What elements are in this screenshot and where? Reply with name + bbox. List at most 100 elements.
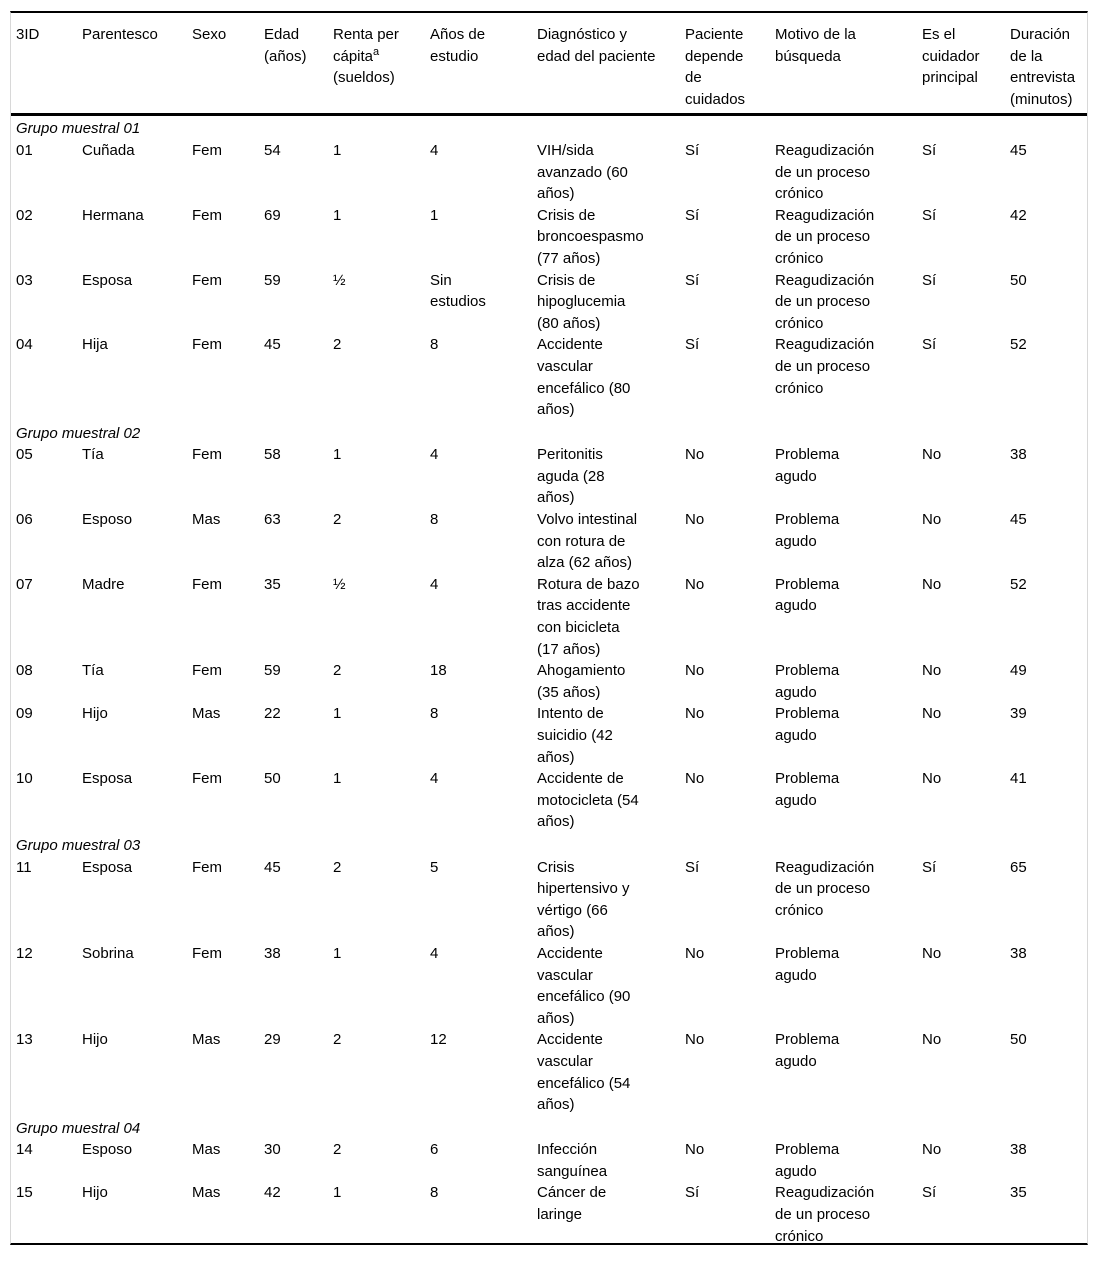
table-row: 05 Tía Fem 58 1 4 Peritonitis aguda (28 años) N… — [11, 444, 1087, 509]
table-cell: 08 — [16, 662, 33, 680]
table-cell: Accidente vascular encefálico (80 años) — [537, 336, 631, 419]
table-cell: 22 — [264, 705, 281, 723]
column-header: Sexo — [187, 13, 259, 117]
table-cell: Sí — [685, 858, 700, 876]
table-cell: Accidente vascular encefálico (90 años) — [537, 944, 631, 1027]
table-cell: No — [685, 511, 705, 529]
table-cell: No — [685, 705, 705, 723]
table-cell: Sí — [685, 1184, 700, 1202]
table-cell: 41 — [1010, 770, 1027, 788]
table-cell: No — [685, 575, 705, 593]
table-cell: Fem — [192, 446, 222, 464]
table-cell: Problema agudo — [775, 511, 840, 550]
table-cell: 59 — [264, 271, 281, 289]
table-cell: No — [685, 770, 705, 788]
table-cell: 12 — [430, 1031, 447, 1049]
table-cell: Tía — [82, 446, 104, 464]
table-cell: 69 — [264, 206, 281, 224]
group-header-row: Grupo muestral 04 — [11, 1116, 1087, 1140]
table-cell: Sí — [685, 336, 700, 354]
table-cell: 01 — [16, 141, 33, 159]
footnote-marker: a — [373, 45, 380, 58]
table-cell: Fem — [192, 271, 222, 289]
table-cell: Fem — [192, 206, 222, 224]
table-cell: 1 — [333, 446, 342, 464]
table-cell: No — [922, 705, 942, 723]
table-cell: 49 — [1010, 662, 1027, 680]
table-cell: Esposo — [82, 1141, 133, 1159]
group-label: Grupo muestral 03 — [16, 836, 141, 854]
table-cell: 38 — [1010, 944, 1027, 962]
table-cell: 45 — [264, 858, 281, 876]
table-cell: Problema agudo — [775, 575, 840, 615]
table-cell: 39 — [1010, 705, 1027, 723]
table-cell: 2 — [333, 336, 342, 354]
table-cell: Tía — [82, 662, 104, 680]
table-cell: Cuñada — [82, 141, 135, 159]
group-label: Grupo muestral 02 — [16, 424, 141, 442]
table-cell: 29 — [264, 1031, 281, 1049]
table-cell: Problema agudo — [775, 770, 840, 809]
table-cell: 50 — [264, 770, 281, 788]
table-row: 13 Hijo Mas 29 2 12 Accidente vascular encefál… — [11, 1029, 1087, 1115]
table-cell: ½ — [333, 271, 346, 289]
table-cell: Peritonitis aguda (28 años) — [537, 446, 605, 507]
table-cell: Mas — [192, 1141, 221, 1159]
table-cell: Crisis de hipoglucemia (80 años) — [537, 271, 626, 332]
table-cell: Hija — [82, 336, 108, 354]
table-cell: ½ — [333, 575, 346, 593]
table-cell: No — [685, 1141, 705, 1159]
table-cell: 42 — [264, 1184, 281, 1202]
table-cell: 52 — [1010, 575, 1027, 593]
table-cell: 38 — [1010, 1141, 1027, 1159]
table-cell: 2 — [333, 662, 342, 680]
table-cell: 4 — [430, 575, 439, 593]
table-cell: 8 — [430, 511, 439, 529]
table-cell: 11 — [16, 858, 32, 876]
table-cell: Esposa — [82, 271, 133, 289]
table-cell: Sí — [922, 858, 937, 876]
table-row: 08 Tía Fem 59 2 18 Ahogamiento (35 años) No Prob… — [11, 660, 1087, 703]
table-cell: 14 — [16, 1141, 33, 1159]
table-cell: 63 — [264, 511, 281, 529]
table-cell: 50 — [1010, 271, 1027, 289]
table-cell: Sí — [922, 141, 937, 159]
table-cell: Volvo intestinal con rotura de alza (62 … — [537, 511, 638, 572]
table-cell: 1 — [333, 1184, 342, 1202]
table-cell: 2 — [333, 511, 342, 529]
data-table: 3ID Parentesco Sexo Edad (años) Renta per cá… — [11, 13, 1087, 1247]
table-cell: 1 — [333, 944, 342, 962]
table-cell: Problema agudo — [775, 705, 840, 744]
table-cell: Ahogamiento (35 años) — [537, 662, 626, 701]
table-cell: 4 — [430, 141, 439, 159]
table-cell: Rotura de bazo tras accidente con bicicl… — [537, 575, 640, 658]
table-cell: VIH/sida avanzado (60 años) — [537, 141, 628, 203]
table-row: 02 Hermana Fem 69 1 1 Crisis de broncoespasmo … — [11, 205, 1087, 270]
table-cell: Fem — [192, 770, 222, 788]
table-cell: No — [922, 446, 942, 464]
table-cell: Hijo — [82, 705, 108, 723]
table-cell: 42 — [1010, 206, 1027, 224]
table-cell: No — [922, 575, 942, 593]
table-cell: 1 — [333, 705, 342, 723]
column-header: Duración de la entrevista (minutos) — [1005, 13, 1087, 117]
table-row: 15 Hijo Mas 42 1 8 Cáncer de laringe Sí Reagudiz… — [11, 1182, 1087, 1247]
table-cell: Problema agudo — [775, 662, 840, 701]
table-cell: 07 — [16, 575, 33, 593]
group-label: Grupo muestral 01 — [16, 120, 141, 138]
table-cell: Mas — [192, 705, 221, 723]
table-header-row: 3ID Parentesco Sexo Edad (años) Renta per cá… — [11, 13, 1087, 117]
table-row: 12 Sobrina Fem 38 1 4 Accidente vascular encef… — [11, 943, 1087, 1029]
table-cell: Sobrina — [82, 944, 134, 962]
table-cell: Sí — [685, 206, 700, 224]
table-cell: Esposo — [82, 511, 133, 529]
table-cell: Intento de suicidio (42 años) — [537, 705, 613, 766]
table-cell: 06 — [16, 511, 33, 529]
table-cell: No — [922, 1141, 942, 1159]
table-row: 07 Madre Fem 35 ½ 4 Rotura de bazo tras accide… — [11, 574, 1087, 660]
table-cell: No — [922, 944, 942, 962]
table-cell: 12 — [16, 944, 33, 962]
column-header: Es el cuidador principal — [917, 13, 1005, 117]
table-cell: Hermana — [82, 206, 144, 224]
table-cell: 45 — [1010, 141, 1027, 159]
